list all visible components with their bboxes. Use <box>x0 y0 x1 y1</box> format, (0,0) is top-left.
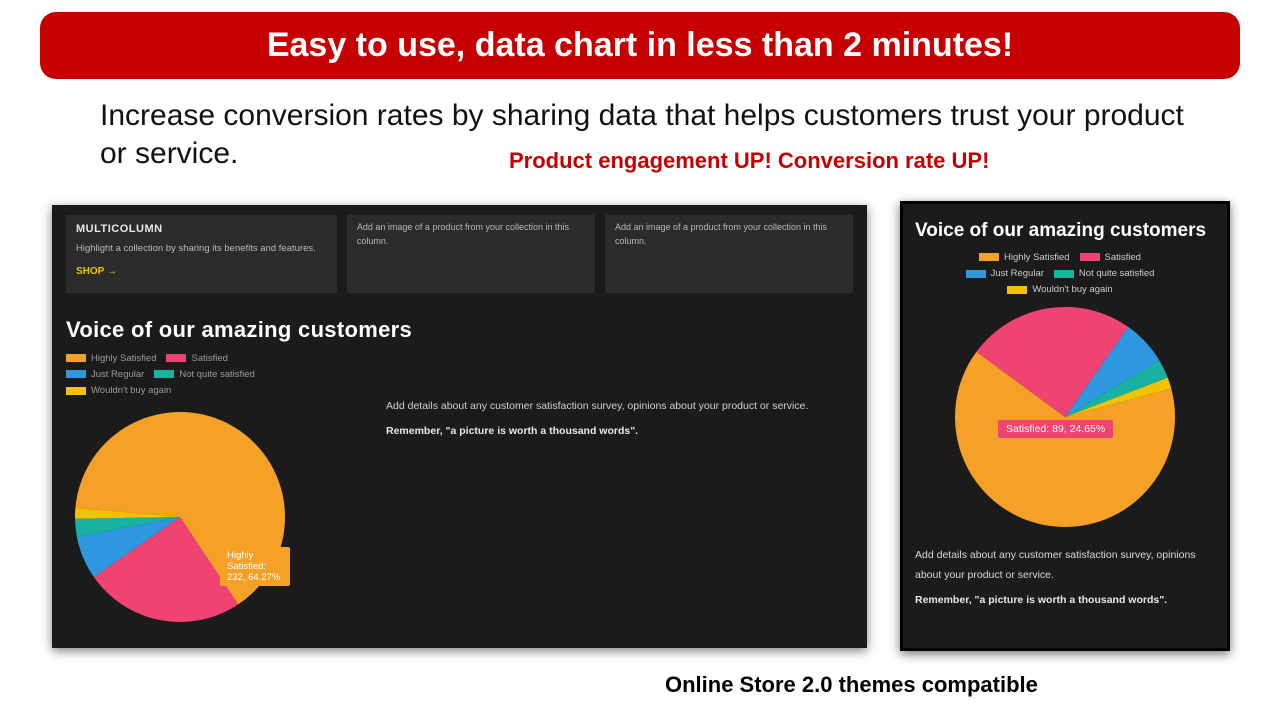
multicolumn-card-3: Add an image of a product from your coll… <box>605 215 853 293</box>
multicolumn-subtitle: Highlight a collection by sharing its be… <box>76 242 327 256</box>
footer-compatibility: Online Store 2.0 themes compatible <box>665 672 1038 698</box>
headline-banner: Easy to use, data chart in less than 2 m… <box>40 12 1240 79</box>
chart-remember-mobile: Remember, "a picture is worth a thousand… <box>915 594 1215 606</box>
multicolumn-dummy-text: Add an image of a product from your coll… <box>615 221 843 248</box>
chart-title-desktop: Voice of our amazing customers <box>66 317 853 343</box>
shop-link[interactable]: SHOP → <box>76 264 327 279</box>
chart-legend-mobile: Highly SatisfiedSatisfiedJust RegularNot… <box>915 250 1215 298</box>
chart-remember-desktop: Remember, "a picture is worth a thousand… <box>386 425 833 437</box>
multicolumn-title: MULTICOLUMN <box>76 221 327 238</box>
multicolumn-card-main: MULTICOLUMN Highlight a collection by sh… <box>66 215 337 293</box>
screenshot-desktop: MULTICOLUMN Highlight a collection by sh… <box>52 205 867 648</box>
chart-legend-desktop: Highly SatisfiedSatisfiedJust RegularNot… <box>66 351 366 399</box>
pie-chart-desktop: Highly Satisfied: 232, 64.27% <box>70 407 290 627</box>
pie-chart-mobile: Satisfied: 89, 24.65% <box>950 302 1180 532</box>
chart-body-copy-mobile: Add details about any customer satisfact… <box>915 546 1215 586</box>
multicolumn-card-2: Add an image of a product from your coll… <box>347 215 595 293</box>
pie-tooltip-mobile: Satisfied: 89, 24.65% <box>998 420 1113 438</box>
multicolumn-row: MULTICOLUMN Highlight a collection by sh… <box>66 215 853 293</box>
red-callout: Product engagement UP! Conversion rate U… <box>509 148 989 174</box>
chart-title-mobile: Voice of our amazing customers <box>915 220 1215 242</box>
multicolumn-dummy-text: Add an image of a product from your coll… <box>357 221 585 248</box>
screenshot-mobile: Voice of our amazing customers Highly Sa… <box>900 201 1230 651</box>
pie-tooltip-desktop: Highly Satisfied: 232, 64.27% <box>220 547 290 586</box>
chart-body-copy-desktop: Add details about any customer satisfact… <box>386 397 833 417</box>
